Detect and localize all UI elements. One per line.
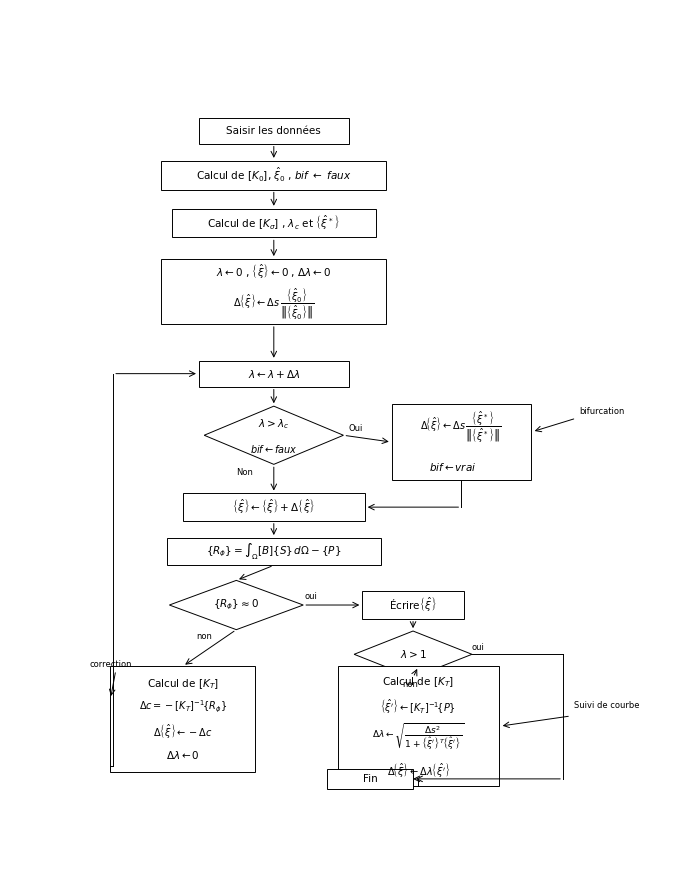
Text: non: non: [402, 680, 418, 689]
Bar: [161, 161, 386, 189]
Text: $\lambda \leftarrow \lambda + \Delta\lambda$: $\lambda \leftarrow \lambda + \Delta\lam…: [247, 368, 300, 380]
Polygon shape: [205, 406, 343, 464]
Text: $\left\{\hat{\xi}\right\} \leftarrow \left\{\hat{\xi}\right\} + \Delta\left\{\ha: $\left\{\hat{\xi}\right\} \leftarrow \le…: [232, 498, 316, 517]
Text: Saisir les données: Saisir les données: [227, 125, 321, 136]
Text: $\left\{\hat{\xi}^\prime\right\} \leftarrow \left[K_T\right]^{-1}\!\{P\}$: $\left\{\hat{\xi}^\prime\right\} \leftar…: [381, 698, 456, 717]
Text: bifurcation: bifurcation: [579, 407, 625, 416]
Bar: [328, 769, 413, 789]
Bar: [167, 538, 381, 565]
Bar: [392, 404, 531, 480]
Text: oui: oui: [472, 643, 485, 652]
Text: Calcul de $\left[K_T\right]$: Calcul de $\left[K_T\right]$: [146, 677, 219, 691]
Text: $bif \leftarrow faux$: $bif \leftarrow faux$: [250, 443, 298, 455]
Text: Écrire$\left\{\hat{\xi}\right\}$: Écrire$\left\{\hat{\xi}\right\}$: [389, 596, 437, 614]
Text: Calcul de $\left[K_T\right]$: Calcul de $\left[K_T\right]$: [382, 675, 455, 689]
Polygon shape: [169, 581, 303, 629]
Text: $\Delta\!\left\{\hat{\xi}\right\} \leftarrow \Delta s\, \dfrac{\left\{\hat{\xi}^: $\Delta\!\left\{\hat{\xi}\right\} \lefta…: [420, 409, 502, 444]
Text: Calcul de $\left[K_0\right]$, $\hat{\xi}_0$ , $bif$ $\leftarrow$ $faux$: Calcul de $\left[K_0\right]$, $\hat{\xi}…: [196, 166, 352, 184]
Text: $\left\{R_\phi\right\} \approx 0$: $\left\{R_\phi\right\} \approx 0$: [214, 597, 259, 613]
Text: oui: oui: [305, 592, 318, 601]
Bar: [182, 493, 365, 521]
Text: $bif \leftarrow vrai$: $bif \leftarrow vrai$: [430, 461, 477, 474]
Text: $\Delta\left\{\hat{\xi}\right\} \leftarrow -\Delta c$: $\Delta\left\{\hat{\xi}\right\} \leftarr…: [153, 723, 213, 741]
Bar: [111, 666, 255, 773]
Text: $\lambda > \lambda_c$: $\lambda > \lambda_c$: [258, 417, 290, 430]
Text: correction: correction: [89, 660, 131, 669]
Bar: [338, 666, 499, 786]
Text: non: non: [196, 632, 212, 641]
Bar: [199, 117, 349, 144]
Text: $\Delta\lambda \leftarrow \sqrt{\dfrac{\Delta s^2}{1+\left\{\hat{\xi}^\prime\rig: $\Delta\lambda \leftarrow \sqrt{\dfrac{\…: [372, 721, 464, 751]
Text: $\lambda > 1$: $\lambda > 1$: [399, 648, 426, 661]
Text: $\Delta\!\left\{\hat{\xi}\right\} \leftarrow \Delta\lambda\left\{\hat{\xi}^\prim: $\Delta\!\left\{\hat{\xi}\right\} \lefta…: [387, 762, 450, 780]
Text: Suivi de courbe: Suivi de courbe: [574, 701, 639, 710]
Text: Non: Non: [236, 469, 253, 477]
Text: $\Delta c = -\left[K_T\right]^{-1}\!\left\{R_\phi\right\}$: $\Delta c = -\left[K_T\right]^{-1}\!\lef…: [139, 699, 227, 715]
Bar: [199, 361, 349, 387]
Bar: [172, 209, 376, 237]
Text: Fin: Fin: [363, 774, 377, 784]
Bar: [362, 591, 464, 619]
Text: $\lambda \leftarrow 0$ , $\left\{\hat{\xi}\right\} \leftarrow 0$ , $\Delta\lambd: $\lambda \leftarrow 0$ , $\left\{\hat{\x…: [216, 263, 332, 282]
Text: Calcul de $\left[K_\sigma\right]$ , $\lambda_c$ et $\left\{\hat{\xi}^*\right\}$: Calcul de $\left[K_\sigma\right]$ , $\la…: [207, 214, 340, 232]
Text: $\Delta\left\{\hat{\xi}\right\} \leftarrow \Delta s\, \dfrac{\left\{\hat{\xi}_0\: $\Delta\left\{\hat{\xi}\right\} \leftarr…: [233, 286, 314, 322]
Text: Oui: Oui: [348, 424, 362, 433]
Bar: [161, 259, 386, 324]
Text: $\Delta\lambda \leftarrow 0$: $\Delta\lambda \leftarrow 0$: [166, 749, 200, 761]
Polygon shape: [354, 631, 472, 677]
Text: $\left\{R_\phi\right\} = \int_\Omega [B]\{S\}\, d\Omega - \{P\}$: $\left\{R_\phi\right\} = \int_\Omega [B]…: [206, 541, 341, 562]
